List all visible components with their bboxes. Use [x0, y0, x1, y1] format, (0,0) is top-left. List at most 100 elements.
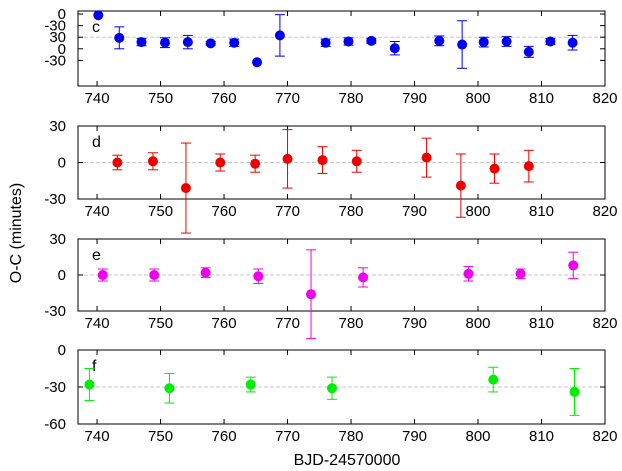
x-tick-label: 820	[592, 90, 617, 107]
y-tick-label: 0	[58, 41, 66, 58]
y-tick-label: 30	[49, 231, 66, 248]
y-tick-label: -30	[44, 52, 66, 69]
data-point	[434, 35, 445, 46]
data-point	[457, 39, 468, 50]
data-point	[569, 386, 580, 397]
data-point	[282, 153, 293, 164]
data-point	[164, 383, 175, 394]
x-tick-label: 760	[212, 203, 237, 220]
data-point	[489, 163, 500, 174]
data-point	[306, 289, 317, 300]
data-point	[149, 270, 160, 280]
data-point	[568, 260, 579, 271]
y-tick-label: -30	[44, 191, 66, 208]
data-point	[463, 268, 474, 279]
y-tick-label: -30	[44, 379, 66, 396]
data-point	[180, 183, 191, 194]
data-point	[252, 57, 263, 68]
data-point	[114, 32, 125, 43]
data-point	[159, 37, 170, 48]
data-point	[245, 379, 256, 390]
data-point	[182, 37, 193, 48]
panel-d: 740 750 760 770 780 790 800 810 820 30 0 -30 d	[44, 118, 618, 234]
x-tick-label: 770	[275, 315, 300, 332]
data-point	[112, 157, 123, 168]
data-point	[274, 30, 285, 41]
panel-label: e	[92, 247, 101, 264]
y-axis-title: O-C (minutes)	[8, 183, 25, 283]
x-tick-label: 740	[85, 90, 110, 107]
data-point	[93, 10, 104, 21]
panel-label: d	[92, 134, 101, 151]
x-tick-label: 770	[275, 203, 300, 220]
y-tick-label: 30	[49, 29, 66, 46]
x-tick-label: 800	[465, 203, 490, 220]
y-tick-label: -30	[44, 303, 66, 320]
x-tick-label: 760	[212, 315, 237, 332]
x-tick-label: 750	[148, 428, 173, 445]
x-tick-label: 820	[592, 315, 617, 332]
x-tick-label: 770	[275, 428, 300, 445]
x-tick-label: 750	[148, 203, 173, 220]
data-point	[366, 35, 377, 46]
data-point	[250, 158, 261, 169]
x-tick-label: 810	[529, 90, 554, 107]
panel-f: 740 750 760 770 780 790 800 810 820 0 -30 -60 f	[44, 342, 617, 445]
data-point	[358, 272, 369, 283]
x-tick-label: 810	[529, 203, 554, 220]
x-tick-label: 770	[275, 90, 300, 107]
x-tick-label: 790	[402, 428, 427, 445]
x-tick-label: 740	[85, 203, 110, 220]
data-point	[97, 270, 108, 280]
y-tick-label: -30	[44, 18, 66, 35]
data-point	[326, 383, 337, 394]
x-axis-title: BJD-24570000	[294, 452, 401, 469]
data-point	[515, 268, 526, 279]
data-point	[567, 37, 578, 48]
x-tick-label: 790	[402, 315, 427, 332]
y-tick-label: 30	[49, 118, 66, 135]
data-point	[229, 37, 240, 48]
x-tick-label: 780	[339, 428, 364, 445]
data-point	[215, 157, 226, 168]
x-tick-label: 810	[529, 315, 554, 332]
x-tick-label: 780	[339, 90, 364, 107]
x-tick-label: 800	[465, 315, 490, 332]
x-tick-label: 760	[212, 428, 237, 445]
y-tick-label: -60	[44, 416, 66, 433]
data-point	[253, 271, 264, 282]
x-tick-label: 800	[465, 90, 490, 107]
x-tick-label: 760	[212, 90, 237, 107]
data-point	[343, 36, 354, 47]
y-tick-label: 0	[58, 6, 66, 23]
data-point	[320, 37, 331, 48]
y-tick-label: 0	[58, 342, 66, 359]
panel-label: c	[92, 19, 100, 36]
y-tick-label: 0	[58, 155, 66, 172]
data-point	[351, 156, 362, 167]
data-point	[455, 180, 466, 191]
x-tick-label: 780	[339, 203, 364, 220]
x-tick-label: 780	[339, 315, 364, 332]
y-tick-label: 0	[58, 267, 66, 284]
data-point	[147, 156, 158, 167]
data-point	[523, 46, 534, 57]
data-point	[545, 36, 556, 47]
x-tick-label: 820	[592, 428, 617, 445]
data-point	[478, 37, 489, 48]
data-point	[84, 379, 95, 390]
x-tick-label: 790	[402, 203, 427, 220]
panel-e: 740 750 760 770 780 790 800 810 820 30 0 -30 e	[44, 231, 618, 340]
data-point	[200, 267, 211, 278]
data-point	[205, 38, 216, 49]
x-tick-label: 740	[85, 315, 110, 332]
data-point	[421, 152, 432, 163]
data-point	[389, 43, 400, 54]
panel-label: f	[92, 358, 97, 375]
data-point	[317, 155, 328, 166]
x-tick-label: 810	[529, 428, 554, 445]
x-tick-label: 820	[592, 203, 617, 220]
x-tick-label: 790	[402, 90, 427, 107]
